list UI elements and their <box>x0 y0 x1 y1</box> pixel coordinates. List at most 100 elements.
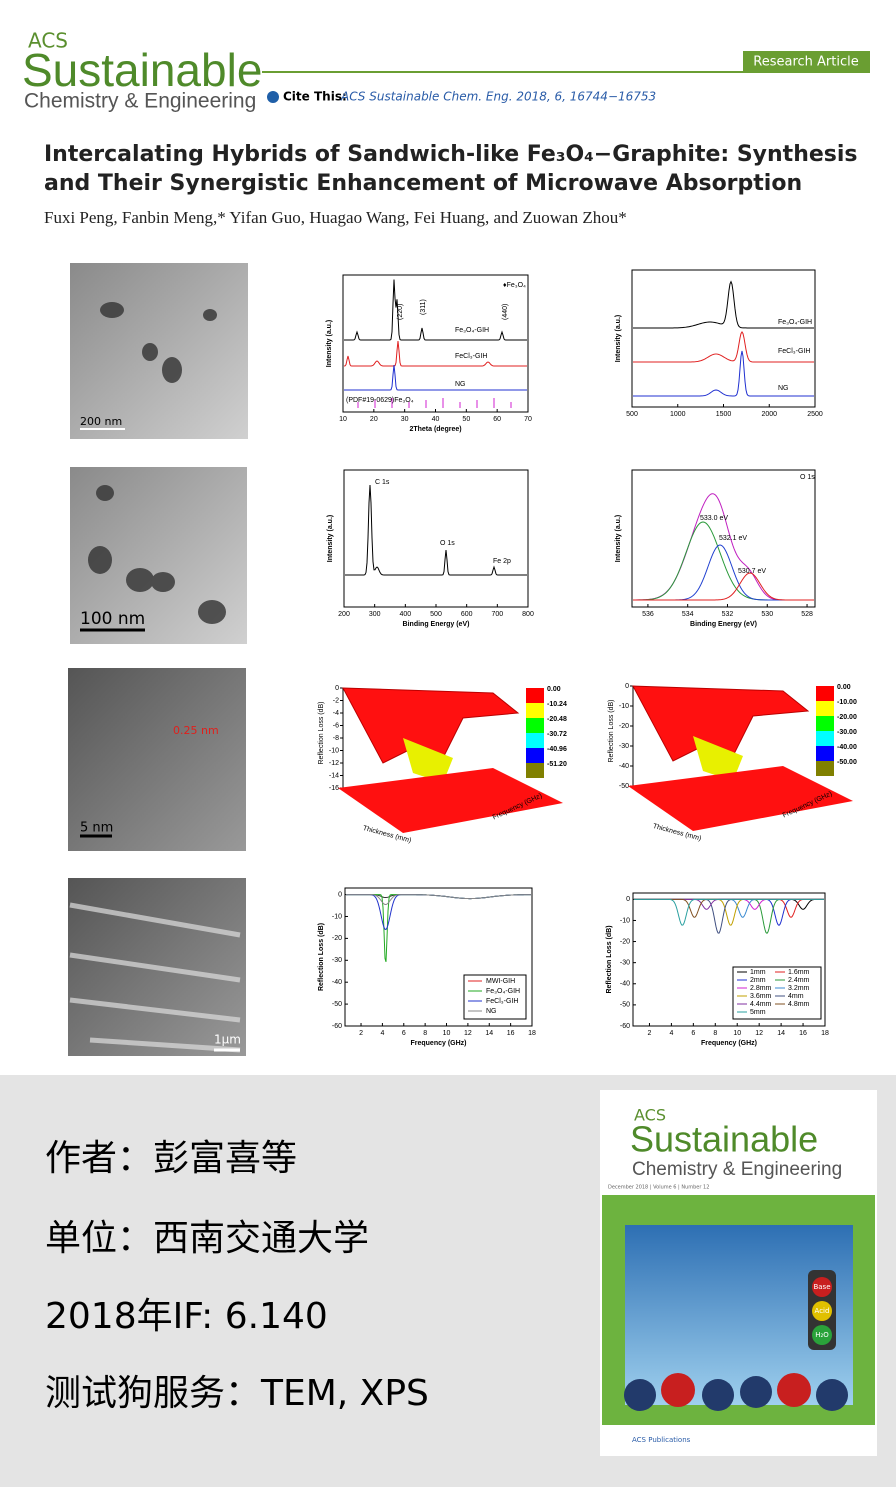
y-axis-title: Intensity (a.u.) <box>615 315 622 362</box>
badge-bg <box>743 51 870 73</box>
y-tick-label: -60 <box>332 1023 342 1030</box>
x-tick-label: 8 <box>713 1030 717 1037</box>
y-tick-label: -40 <box>332 979 342 986</box>
x-tick-label: 16 <box>507 1030 515 1037</box>
rl-curve <box>634 898 824 935</box>
chart-label: O 1s <box>800 474 815 481</box>
z-tick-label: -14 <box>329 772 339 779</box>
x-tick-label: 2 <box>648 1030 652 1037</box>
rl-curve <box>634 898 824 926</box>
cite-label: Cite This: <box>283 90 347 104</box>
particles <box>88 302 226 624</box>
y-tick-label: -50 <box>332 1001 342 1008</box>
x-tick-label: 200 <box>338 611 350 618</box>
legend-label: 3.6mm <box>750 993 772 1000</box>
legend-label: 1.6mm <box>788 969 810 976</box>
spectrum <box>633 572 814 601</box>
chart-label: Fe₃O₄-GIH <box>778 319 812 326</box>
x-tick-label: 800 <box>522 611 534 618</box>
z-tick-label: -8 <box>333 735 339 742</box>
light <box>812 1325 832 1345</box>
z-tick-label: -10 <box>619 703 629 710</box>
info-line: 作者：彭富喜等 <box>45 1138 297 1179</box>
floor <box>338 768 563 833</box>
rl-curve <box>634 898 824 926</box>
surface-low <box>693 736 743 781</box>
x-tick-label: 700 <box>491 611 503 618</box>
rl-curve <box>634 898 824 926</box>
legend-label: 3.2mm <box>788 985 810 992</box>
spectrum <box>344 364 527 391</box>
x-tick-label: 14 <box>485 1030 493 1037</box>
y-tick-label: -60 <box>620 1023 630 1030</box>
z-tick-label: -10 <box>329 747 339 754</box>
spectrum <box>633 280 814 329</box>
y-axis-title: Intensity (a.u.) <box>326 320 333 367</box>
colorbar-cell <box>816 686 834 701</box>
x-tick-label: 10 <box>733 1030 741 1037</box>
legend-label: 4.4mm <box>750 1001 772 1008</box>
chart-label: (440) <box>502 304 509 320</box>
colorbar-cell <box>526 718 544 733</box>
z-tick-label: -50 <box>619 783 629 790</box>
spectrum <box>344 279 527 341</box>
colorbar-label: 0.00 <box>837 684 851 691</box>
x-axis-title: Binding Energy (eV) <box>690 621 757 628</box>
x-tick-label: 4 <box>380 1030 384 1037</box>
rl-curve <box>346 894 532 930</box>
cite-icon <box>267 91 279 103</box>
surface <box>632 685 810 767</box>
x-tick-label: 1500 <box>716 411 732 418</box>
info-line: 测试狗服务：TEM, XPS <box>45 1373 429 1414</box>
chart-label: Fe 2p <box>493 558 511 565</box>
legend-label: NG <box>486 1008 497 1015</box>
legend-label: 4.8mm <box>788 1001 810 1008</box>
scale-label: 200 nm <box>80 415 122 428</box>
x-axis-title: 2Theta (degree) <box>409 426 461 433</box>
x-tick-label: 12 <box>755 1030 763 1037</box>
cover-journal-sub: Chemistry & Engineering <box>632 1159 842 1180</box>
plot-frame <box>342 274 529 413</box>
colorbar-cell <box>816 731 834 746</box>
light <box>812 1301 832 1321</box>
surface-low <box>403 738 453 783</box>
journal-top: ACS <box>28 29 68 53</box>
rl-curve <box>346 894 532 963</box>
y-tick-label: 0 <box>626 896 630 903</box>
colorbar-label: -51.20 <box>547 761 567 768</box>
citation[interactable]: ACS Sustainable Chem. Eng. 2018, 6, 1674… <box>340 90 656 104</box>
x-tick-label: 50 <box>462 416 470 423</box>
chart-label: NG <box>778 385 789 392</box>
legend-frame <box>463 974 527 1020</box>
y-axis-title: Intensity (a.u.) <box>327 515 334 562</box>
colorbar-cell <box>526 688 544 703</box>
x-tick-label: 600 <box>461 611 473 618</box>
surface <box>342 687 520 769</box>
y-tick-label: -10 <box>332 913 342 920</box>
y-axis-title: Intensity (a.u.) <box>615 515 622 562</box>
legend-label: 1mm <box>750 969 766 976</box>
x-tick-label: 16 <box>799 1030 807 1037</box>
sem-flakes <box>69 902 241 1053</box>
colorbar-label: -40.96 <box>547 746 567 753</box>
legend-label: 2.8mm <box>750 985 772 992</box>
info-line: 单位：西南交通大学 <box>45 1218 369 1259</box>
x-axis-title: Frequency (GHz) <box>701 1040 757 1047</box>
light <box>812 1277 832 1297</box>
colorbar-cell <box>526 733 544 748</box>
plot-frame <box>632 892 826 1027</box>
cover-journal-main: Sustainable <box>630 1119 818 1160</box>
chart-label: (311) <box>420 299 427 315</box>
chart-label: FeCl₃-GIH <box>778 348 810 355</box>
title-line: and Their Synergistic Enhancement of Mic… <box>44 171 802 196</box>
x-tick-label: 532 <box>722 611 734 618</box>
x-tick-label: 40 <box>432 416 440 423</box>
y-axis-title: Reflection Loss (dB) <box>318 923 325 991</box>
colorbar-label: 0.00 <box>547 686 561 693</box>
x-tick-label: 18 <box>821 1030 829 1037</box>
tem-image <box>70 263 248 439</box>
x-tick-label: 530 <box>761 611 773 618</box>
x-tick-label: 528 <box>801 611 813 618</box>
